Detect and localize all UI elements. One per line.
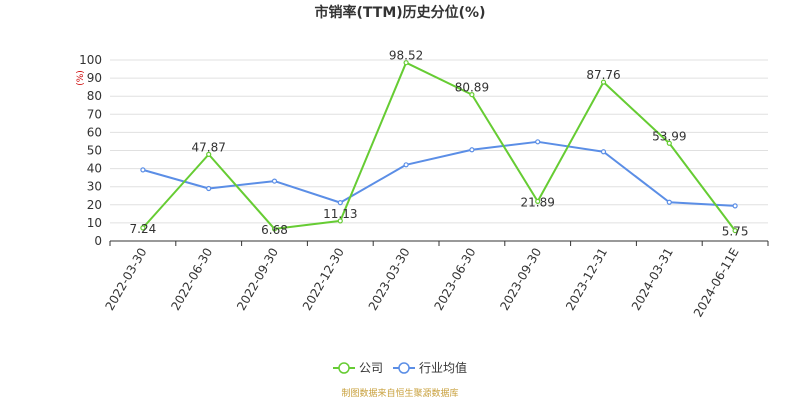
x-tick-label: 2022-06-30 [168, 246, 215, 313]
y-tick-label: 90 [87, 71, 102, 85]
data-label: 7.24 [130, 222, 157, 236]
x-tick-label: 2023-03-30 [366, 246, 413, 313]
x-tick-label: 2023-06-30 [431, 246, 478, 313]
data-point[interactable] [732, 203, 738, 209]
data-point[interactable] [206, 151, 212, 157]
data-point[interactable] [732, 227, 738, 234]
y-tick-label: 60 [87, 125, 102, 139]
data-point[interactable] [206, 185, 212, 192]
y-axis-unit: (%) [76, 70, 86, 86]
data-point[interactable] [403, 60, 409, 66]
x-tick-label: 2023-12-31 [563, 246, 610, 313]
data-point[interactable] [469, 91, 475, 98]
data-label: 87.76 [586, 68, 620, 82]
data-point[interactable] [337, 200, 343, 206]
x-tick-label: 2022-03-30 [102, 246, 149, 313]
y-tick-label: 20 [87, 198, 102, 212]
data-label: 21.89 [521, 195, 555, 209]
legend-item-company[interactable]: 公司 [333, 361, 383, 375]
data-point[interactable] [666, 140, 672, 146]
legend-label-company: 公司 [359, 361, 383, 375]
data-point[interactable] [666, 199, 672, 205]
legend-item-industry[interactable]: 行业均值 [393, 360, 467, 375]
data-point[interactable] [600, 79, 607, 85]
data-label: 53.99 [652, 129, 686, 143]
y-tick-label: 80 [87, 89, 102, 103]
series-line-1 [142, 140, 736, 207]
legend-marker-industry [398, 362, 410, 374]
axes [109, 240, 769, 246]
source-note: 制图数据来自恒生聚源数据库 [341, 387, 458, 399]
y-tick-label: 100 [79, 53, 102, 67]
data-label: 47.87 [192, 140, 226, 154]
data-point[interactable] [469, 147, 475, 153]
y-tick-label: 40 [87, 162, 102, 176]
data-point[interactable] [140, 167, 146, 173]
y-tick-label: 10 [87, 216, 102, 230]
data-label: 5.75 [722, 225, 749, 239]
legend-label-industry: 行业均值 [419, 360, 467, 375]
x-ticks: 2022-03-30 2022-06-30 2022-09-30 2022-12-30… [102, 246, 741, 320]
legend: 公司 行业均值 [333, 360, 467, 375]
data-point[interactable] [271, 226, 278, 232]
chart-title: 市销率(TTM)历史分位(%) [315, 4, 486, 21]
data-label: 98.52 [389, 49, 423, 63]
x-tick-label: 2023-09-30 [497, 246, 544, 313]
x-tick-label: 2022-09-30 [234, 246, 281, 313]
y-ticks: 0 10 20 30 40 50 60 70 80 90 100 [79, 53, 102, 248]
x-tick-label: 2024-06-11E [691, 246, 742, 320]
data-point[interactable] [535, 139, 541, 145]
data-label: 6.68 [261, 223, 288, 237]
legend-marker-company [338, 362, 350, 374]
y-tick-label: 0 [94, 234, 102, 248]
series-layer [140, 60, 738, 234]
series-line-0 [142, 61, 736, 232]
y-tick-label: 50 [87, 144, 102, 158]
data-point[interactable] [271, 178, 278, 184]
x-tick-label: 2024-03-31 [629, 246, 676, 313]
data-label: 11.13 [323, 207, 357, 221]
data-labels: 7.24 47.87 6.68 11.13 98.52 80.89 21.89 87.76 53… [130, 49, 749, 239]
data-point[interactable] [535, 198, 541, 204]
x-tick-label: 2022-12-30 [300, 246, 347, 313]
y-tick-label: 70 [87, 107, 102, 121]
data-point[interactable] [403, 162, 409, 168]
data-label: 80.89 [455, 81, 489, 95]
y-tick-label: 30 [87, 180, 102, 194]
data-point[interactable] [600, 149, 607, 155]
data-point[interactable] [140, 225, 146, 231]
data-point[interactable] [337, 218, 343, 224]
